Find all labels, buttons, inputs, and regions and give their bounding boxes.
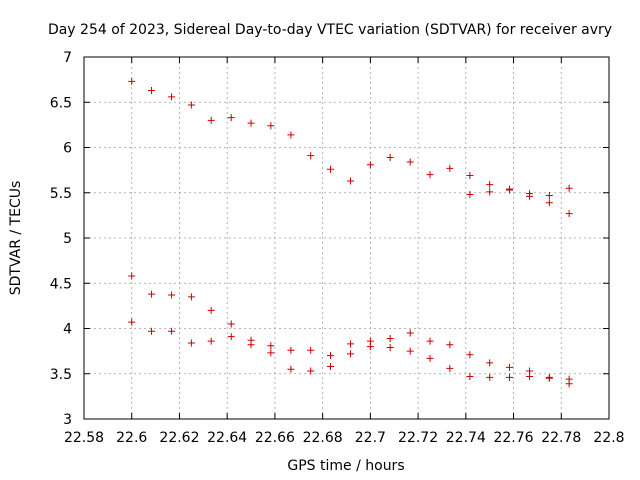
x-tick-label: 22.6	[116, 430, 147, 446]
x-tick-label: 22.62	[159, 430, 199, 446]
data-point-middle	[347, 340, 355, 348]
data-point-upper	[406, 158, 414, 166]
data-point-upper	[426, 171, 434, 179]
x-axis-label: GPS time / hours	[287, 458, 404, 474]
data-point-middle	[148, 290, 156, 298]
data-point-lower	[347, 350, 355, 358]
x-tick-labels: 22.58 22.6 22.62 22.64 22.66 22.68 22.7 22.72 22…	[64, 430, 625, 446]
data-point-middle	[267, 342, 275, 350]
y-tick-label: 4.5	[50, 276, 72, 292]
data-point-upper	[466, 172, 474, 180]
x-tick-label: 22.58	[64, 430, 104, 446]
data-point-lower	[426, 354, 434, 362]
data-point-lower	[505, 373, 513, 381]
data-point-upper	[545, 199, 553, 207]
data-point-upper	[168, 93, 176, 101]
data-point-lower	[526, 372, 534, 380]
data-point-upper	[505, 186, 513, 194]
data-point-upper	[446, 164, 454, 172]
data-point-middle	[207, 306, 215, 314]
data-point-upper	[486, 181, 494, 189]
y-tick-label: 6	[63, 141, 72, 157]
data-point-upper	[247, 119, 255, 127]
data-point-upper	[486, 188, 494, 196]
data-point-middle	[486, 359, 494, 367]
data-point-middle	[327, 352, 335, 360]
x-tick-label: 22.76	[493, 430, 533, 446]
data-point-middle	[446, 341, 454, 349]
x-tick-label: 22.78	[541, 430, 581, 446]
data-point-upper	[545, 191, 553, 199]
data-point-upper	[526, 192, 534, 200]
x-tick-label: 22.74	[446, 430, 486, 446]
x-tick-label: 22.7	[355, 430, 386, 446]
data-point-upper	[207, 116, 215, 124]
data-point-upper	[347, 177, 355, 185]
data-point-lower	[148, 327, 156, 335]
data-point-middle	[187, 293, 195, 301]
y-tick-label: 3	[63, 412, 72, 428]
data-point-lower	[446, 364, 454, 372]
data-point-upper	[287, 131, 295, 139]
data-point-middle	[505, 363, 513, 371]
x-tick-label: 22.66	[255, 430, 295, 446]
data-point-upper	[227, 114, 235, 122]
data-point-upper	[466, 191, 474, 199]
y-tick-label: 4	[63, 322, 72, 338]
data-point-upper	[366, 161, 374, 169]
y-tick-label: 7	[63, 50, 72, 66]
x-tick-label: 22.64	[207, 430, 247, 446]
y-tick-label: 6.5	[50, 95, 72, 111]
data-points	[128, 77, 573, 388]
y-tick-labels: 3 3.5 4 4.5 5 5.5 6 6.5 7	[50, 50, 72, 428]
plot-frame	[83, 56, 610, 420]
y-tick-label: 5	[63, 231, 72, 247]
x-tick-label: 22.8	[593, 430, 624, 446]
data-point-lower	[406, 347, 414, 355]
data-point-upper	[565, 184, 573, 192]
x-tick-label: 22.72	[398, 430, 438, 446]
data-point-lower	[307, 367, 315, 375]
data-point-lower	[187, 339, 195, 347]
data-point-upper	[565, 210, 573, 218]
data-point-middle	[386, 334, 394, 342]
data-point-middle	[406, 329, 414, 337]
grid	[84, 57, 609, 419]
x-tick-label: 22.68	[303, 430, 343, 446]
data-point-lower	[227, 333, 235, 341]
data-point-upper	[327, 165, 335, 173]
y-axis-label: SDTVAR / TECUs	[8, 181, 24, 296]
data-point-lower	[128, 318, 136, 326]
y-tick-label: 5.5	[50, 186, 72, 202]
data-point-upper	[128, 77, 136, 85]
data-point-lower	[267, 349, 275, 357]
data-point-lower	[366, 343, 374, 351]
data-point-lower	[466, 372, 474, 380]
data-point-upper	[386, 153, 394, 161]
data-point-lower	[327, 363, 335, 371]
data-point-middle	[287, 346, 295, 354]
data-point-middle	[227, 320, 235, 328]
data-point-middle	[128, 272, 136, 280]
data-point-upper	[148, 86, 156, 94]
y-tick-label: 3.5	[50, 367, 72, 383]
chart-title: Day 254 of 2023, Sidereal Day-to-day VTE…	[48, 22, 612, 38]
data-point-middle	[426, 337, 434, 345]
data-point-lower	[545, 374, 553, 382]
data-point-lower	[287, 365, 295, 373]
data-point-lower	[168, 327, 176, 335]
data-point-upper	[187, 101, 195, 109]
data-point-lower	[247, 341, 255, 349]
data-point-middle	[168, 291, 176, 299]
data-point-lower	[386, 344, 394, 352]
data-point-middle	[307, 346, 315, 354]
data-point-lower	[565, 380, 573, 388]
data-point-lower	[207, 337, 215, 345]
data-point-lower	[486, 373, 494, 381]
data-point-upper	[307, 152, 315, 160]
data-point-upper	[267, 122, 275, 130]
data-point-middle	[466, 351, 474, 359]
